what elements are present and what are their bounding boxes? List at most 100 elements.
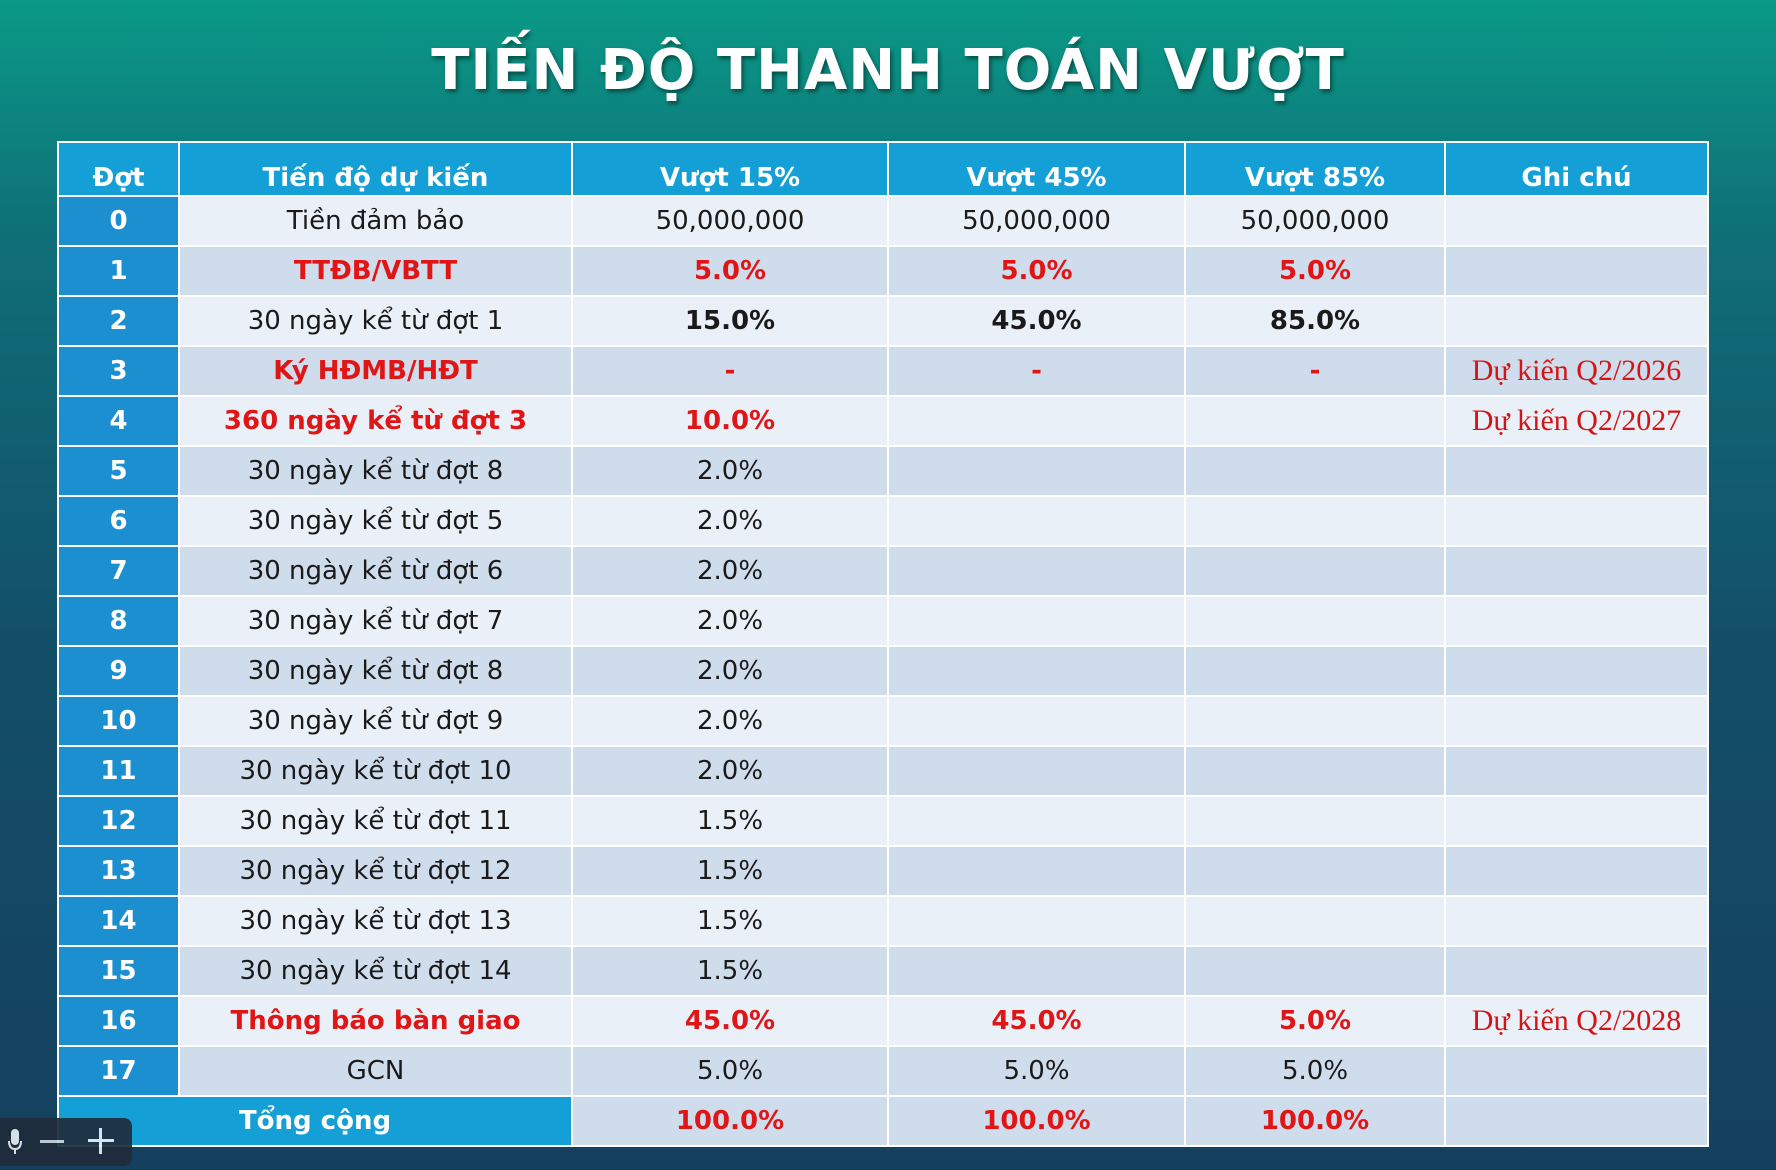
row-vuot-45 [887,495,1186,547]
table-row: 5 30 ngày kể từ đợt 8 2.0% [57,445,1709,497]
table-row: 6 30 ngày kể từ đợt 5 2.0% [57,495,1709,547]
row-number: 12 [57,795,180,847]
row-number: 4 [57,395,180,447]
total-note [1444,1095,1709,1147]
row-number: 13 [57,845,180,897]
row-number: 3 [57,345,180,397]
row-vuot-85 [1184,395,1446,447]
row-vuot-45 [887,745,1186,797]
row-number: 14 [57,895,180,947]
row-vuot-15: 1.5% [571,845,889,897]
row-vuot-45: 5.0% [887,245,1186,297]
row-milestone: 30 ngày kể từ đợt 8 [178,645,573,697]
row-vuot-85 [1184,745,1446,797]
table-row: 14 30 ngày kể từ đợt 13 1.5% [57,895,1709,947]
row-note [1444,1045,1709,1097]
row-vuot-45 [887,645,1186,697]
row-vuot-85 [1184,945,1446,997]
minus-icon[interactable] [40,1140,64,1143]
row-milestone: GCN [178,1045,573,1097]
row-vuot-45: 50,000,000 [887,195,1186,247]
row-number: 15 [57,945,180,997]
row-note [1444,545,1709,597]
table-row: 7 30 ngày kể từ đợt 6 2.0% [57,545,1709,597]
header-tien-do: Tiến độ dự kiến [178,141,573,197]
row-number: 5 [57,445,180,497]
row-vuot-85 [1184,445,1446,497]
table-header-row: Đợt Tiến độ dự kiến Vượt 15% Vượt 45% Vư… [57,141,1709,197]
row-vuot-45 [887,545,1186,597]
row-vuot-85 [1184,895,1446,947]
table-row: 10 30 ngày kể từ đợt 9 2.0% [57,695,1709,747]
row-milestone: Tiền đảm bảo [178,195,573,247]
row-vuot-85 [1184,795,1446,847]
total-vuot-45: 100.0% [887,1095,1186,1147]
row-note: Dự kiến Q2/2026 [1444,345,1709,397]
row-vuot-45 [887,795,1186,847]
row-vuot-15: 5.0% [571,245,889,297]
row-number: 11 [57,745,180,797]
table-row: 16 Thông báo bàn giao 45.0% 45.0% 5.0% D… [57,995,1709,1047]
table-row: 15 30 ngày kể từ đợt 14 1.5% [57,945,1709,997]
row-number: 17 [57,1045,180,1097]
row-note [1444,245,1709,297]
header-vuot-85: Vượt 85% [1184,141,1446,197]
row-note [1444,445,1709,497]
row-milestone: 30 ngày kể từ đợt 1 [178,295,573,347]
row-vuot-85: 85.0% [1184,295,1446,347]
row-note: Dự kiến Q2/2027 [1444,395,1709,447]
row-vuot-45 [887,845,1186,897]
table-row: 12 30 ngày kể từ đợt 11 1.5% [57,795,1709,847]
row-milestone: 30 ngày kể từ đợt 12 [178,845,573,897]
row-vuot-15: 1.5% [571,945,889,997]
row-milestone: 30 ngày kể từ đợt 7 [178,595,573,647]
row-number: 8 [57,595,180,647]
table-row: 0 Tiền đảm bảo 50,000,000 50,000,000 50,… [57,195,1709,247]
row-vuot-15: 50,000,000 [571,195,889,247]
row-number: 2 [57,295,180,347]
row-note [1444,495,1709,547]
row-vuot-15: 1.5% [571,895,889,947]
row-vuot-15: 2.0% [571,545,889,597]
row-milestone: 30 ngày kể từ đợt 10 [178,745,573,797]
table-row: 11 30 ngày kể từ đợt 10 2.0% [57,745,1709,797]
row-vuot-15: 2.0% [571,495,889,547]
row-note [1444,695,1709,747]
row-vuot-45 [887,445,1186,497]
row-vuot-15: 45.0% [571,995,889,1047]
row-milestone: 30 ngày kể từ đợt 5 [178,495,573,547]
row-milestone: Ký HĐMB/HĐT [178,345,573,397]
row-vuot-45 [887,695,1186,747]
total-row: Tổng cộng 100.0% 100.0% 100.0% [57,1095,1709,1147]
row-milestone: 30 ngày kể từ đợt 13 [178,895,573,947]
row-number: 6 [57,495,180,547]
row-number: 1 [57,245,180,297]
row-vuot-15: 5.0% [571,1045,889,1097]
table-row: 1 TTĐB/VBTT 5.0% 5.0% 5.0% [57,245,1709,297]
row-vuot-15: 2.0% [571,645,889,697]
row-vuot-45 [887,895,1186,947]
table-row: 13 30 ngày kể từ đợt 12 1.5% [57,845,1709,897]
table-row: 4 360 ngày kể từ đợt 3 10.0% Dự kiến Q2/… [57,395,1709,447]
payment-schedule-table: Đợt Tiến độ dự kiến Vượt 15% Vượt 45% Vư… [57,141,1709,1147]
row-vuot-15: 2.0% [571,595,889,647]
row-note [1444,895,1709,947]
row-milestone: 30 ngày kể từ đợt 14 [178,945,573,997]
row-milestone: 30 ngày kể từ đợt 8 [178,445,573,497]
zoom-controls [0,1118,132,1166]
row-vuot-85 [1184,695,1446,747]
row-note [1444,745,1709,797]
microphone-icon[interactable] [8,1128,22,1156]
row-vuot-85 [1184,495,1446,547]
plus-icon[interactable] [86,1126,116,1156]
row-milestone: 360 ngày kể từ đợt 3 [178,395,573,447]
row-vuot-45: 45.0% [887,995,1186,1047]
row-vuot-15: 10.0% [571,395,889,447]
row-vuot-15: 15.0% [571,295,889,347]
row-milestone: 30 ngày kể từ đợt 11 [178,795,573,847]
row-note [1444,795,1709,847]
table-row: 3 Ký HĐMB/HĐT - - - Dự kiến Q2/2026 [57,345,1709,397]
row-note [1444,595,1709,647]
header-vuot-15: Vượt 15% [571,141,889,197]
row-vuot-45 [887,595,1186,647]
